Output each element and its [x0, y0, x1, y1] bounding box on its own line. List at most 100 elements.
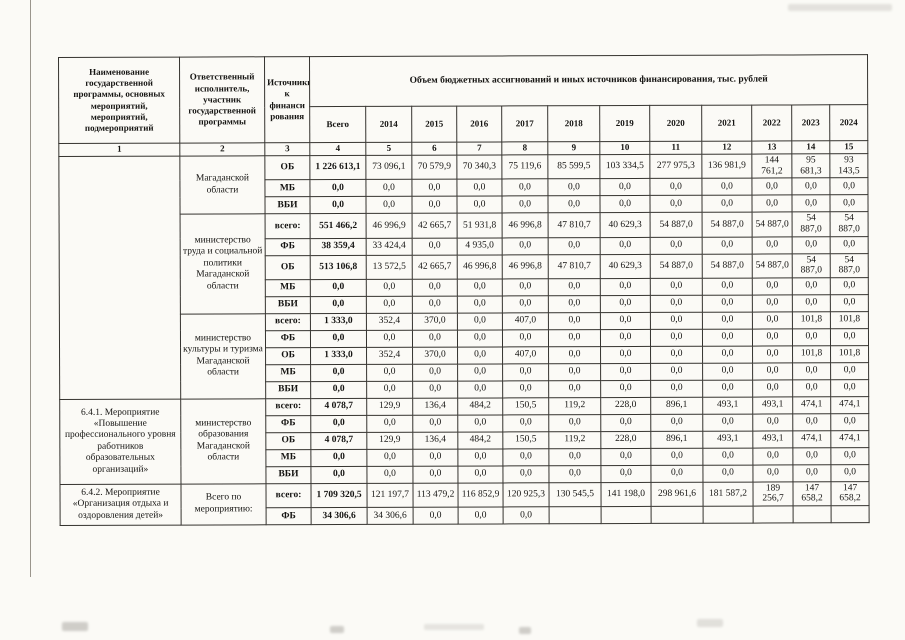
year-value-cell: 298 961,6 — [650, 482, 704, 507]
year-value-cell: 116 852,9 — [457, 482, 504, 508]
year-value-cell: 0,0 — [650, 312, 703, 330]
table-body: Магаданской области ОБ 1 226 613,1 73 096,1… — [58, 153, 870, 526]
year-value-cell: 228,0 — [600, 397, 651, 415]
year-value-cell: 0,0 — [830, 277, 869, 295]
scan-artifact — [519, 627, 531, 634]
year-value-cell — [549, 506, 602, 524]
year-value-cell: 0,0 — [752, 447, 793, 465]
year-value-cell: 70 340,3 — [456, 154, 502, 180]
source-cell: ВБИ — [264, 196, 311, 215]
column-number: 12 — [701, 141, 752, 155]
year-value-cell — [753, 505, 794, 524]
year-value-cell: 0,0 — [365, 179, 412, 197]
year-value-cell: 101,8 — [792, 311, 831, 329]
col-header-year-2024: 2024 — [829, 104, 868, 141]
year-value-cell: 0,0 — [502, 329, 549, 347]
year-value-cell: 54 887,0 — [792, 212, 831, 237]
year-value-cell: 120 925,3 — [502, 482, 550, 507]
year-value-cell: 42 665,7 — [412, 254, 458, 280]
total-value-cell: 0,0 — [310, 330, 367, 348]
source-cell: ОБ — [265, 432, 311, 450]
year-value-cell: 0,0 — [701, 178, 752, 196]
year-value-cell: 0,0 — [365, 196, 413, 214]
year-value-cell: 42 665,7 — [412, 213, 458, 238]
year-value-cell: 0,0 — [702, 328, 753, 347]
total-value-cell: 0,0 — [310, 381, 367, 399]
year-value-cell: 474,1 — [792, 396, 831, 414]
source-cell: всего: — [265, 483, 312, 508]
table-row: Магаданской области ОБ 1 226 613,1 73 096,1… — [58, 153, 869, 400]
total-value-cell: 0,0 — [310, 449, 367, 467]
year-value-cell: 54 887,0 — [650, 253, 703, 279]
year-value-cell: 0,0 — [702, 345, 753, 364]
year-value-cell: 0,0 — [411, 196, 458, 214]
year-value-cell: 0,0 — [457, 448, 503, 466]
year-value-cell: 136,4 — [412, 397, 458, 416]
year-value-cell: 0,0 — [412, 295, 458, 314]
col-header-year-2014: 2014 — [365, 106, 412, 143]
year-value-cell: 121 197,7 — [366, 483, 414, 508]
year-value-cell: 0,0 — [366, 415, 413, 433]
year-value-cell: 0,0 — [502, 448, 549, 466]
year-value-cell: 0,0 — [600, 448, 651, 466]
year-value-cell: 0,0 — [702, 236, 753, 254]
executor-cell: министерство образования Магаданской обл… — [180, 398, 266, 484]
year-value-cell: 46 996,8 — [502, 213, 549, 238]
source-cell: ВБИ — [265, 296, 311, 314]
year-value-cell: 0,0 — [502, 363, 549, 381]
column-number: 1 — [58, 143, 180, 157]
year-value-cell: 0,0 — [548, 278, 601, 296]
year-value-cell: 0,0 — [502, 278, 549, 296]
col-header-year-2016: 2016 — [456, 105, 502, 143]
year-value-cell: 0,0 — [650, 278, 703, 296]
total-value-cell: 0,0 — [310, 279, 367, 297]
year-value-cell: 0,0 — [702, 413, 753, 432]
year-value-cell: 0,0 — [366, 381, 413, 399]
total-value-cell: 34 306,6 — [311, 507, 368, 525]
year-value-cell: 0,0 — [650, 380, 703, 398]
scan-artifact — [330, 626, 344, 633]
year-value-cell: 47 810,7 — [548, 254, 601, 279]
column-number: 11 — [649, 141, 702, 155]
year-value-cell: 0,0 — [412, 278, 458, 297]
source-cell: МБ — [265, 364, 311, 382]
total-value-cell: 0,0 — [310, 415, 367, 433]
year-value-cell: 0,0 — [752, 345, 793, 363]
year-value-cell: 0,0 — [457, 278, 503, 296]
year-value-cell: 136 981,9 — [701, 154, 752, 179]
total-value-cell: 1 333,0 — [310, 313, 367, 331]
source-cell: ФБ — [266, 507, 312, 525]
year-value-cell: 0,0 — [457, 329, 503, 347]
year-value-cell: 33 424,4 — [366, 237, 413, 255]
year-value-cell: 0,0 — [413, 507, 459, 525]
year-value-cell: 0,0 — [752, 413, 793, 431]
year-value-cell: 93 143,5 — [829, 153, 869, 179]
year-value-cell: 129,9 — [366, 432, 413, 450]
col-header-year-2021: 2021 — [701, 105, 752, 142]
year-value-cell: 0,0 — [457, 380, 503, 398]
program-name-cell: 6.4.1. Мероприятие «Повышение профессион… — [59, 398, 181, 485]
column-number: 6 — [411, 142, 457, 156]
year-value-cell: 0,0 — [457, 363, 503, 381]
year-value-cell: 54 887,0 — [830, 253, 869, 278]
year-value-cell: 0,0 — [752, 328, 793, 346]
year-value-cell: 0,0 — [600, 295, 651, 313]
year-value-cell: 0,0 — [366, 449, 413, 467]
year-value-cell: 0,0 — [412, 448, 458, 467]
year-value-cell: 0,0 — [600, 414, 651, 432]
year-value-cell: 474,1 — [792, 430, 831, 448]
col-header-year-2023: 2023 — [791, 104, 830, 141]
col-header-year-2022: 2022 — [751, 104, 792, 142]
year-value-cell: 46 996,9 — [366, 213, 413, 238]
year-value-cell: 0,0 — [366, 364, 413, 382]
year-value-cell: 0,0 — [650, 329, 703, 347]
year-value-cell: 144 761,2 — [751, 153, 792, 179]
year-value-cell: 0,0 — [701, 195, 753, 213]
year-value-cell: 0,0 — [600, 363, 651, 381]
year-value-cell — [831, 505, 870, 523]
budget-table: Наименование государственной программы, … — [58, 54, 870, 526]
source-cell: ВБИ — [265, 381, 311, 399]
year-value-cell: 0,0 — [702, 447, 753, 466]
column-number: 15 — [829, 140, 868, 154]
table-row: 6.4.2. Мероприятие «Организация отдыха и… — [59, 481, 870, 526]
